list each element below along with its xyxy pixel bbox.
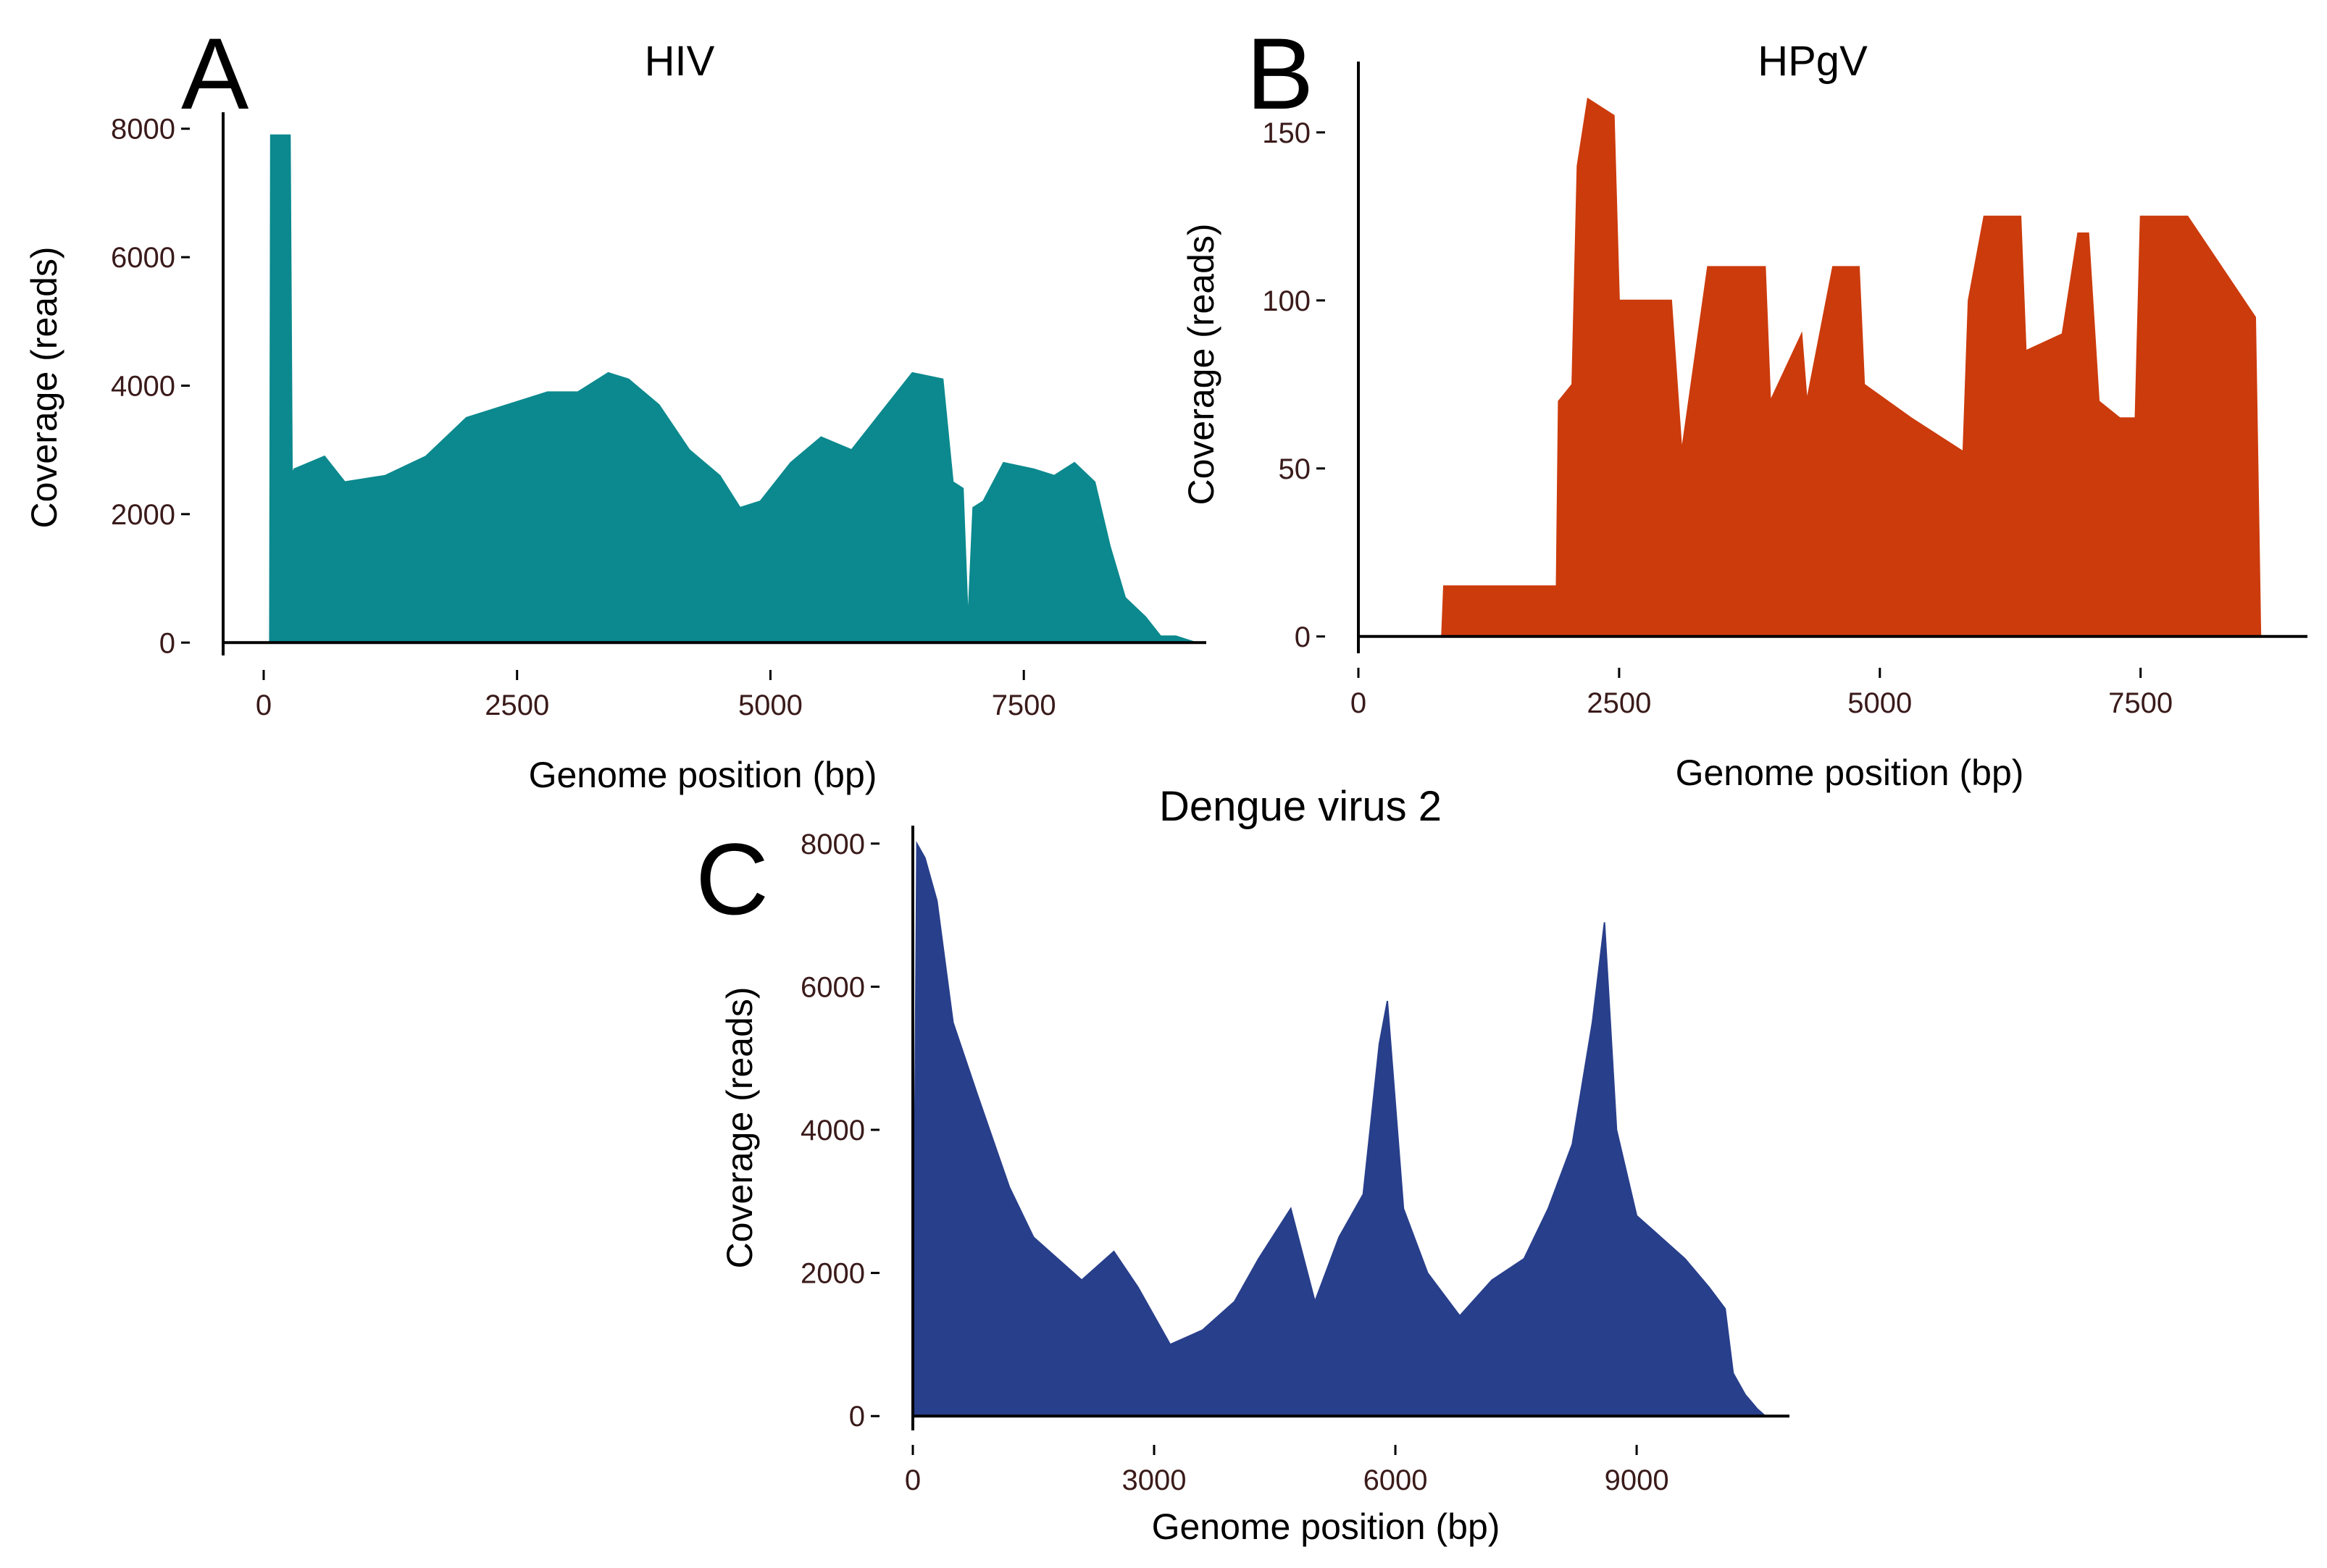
y-tick-label-hpgv: 150	[1262, 117, 1311, 149]
x-tick-label-hpgv: 7500	[2108, 687, 2173, 719]
y-axis-label-hpgv: Coverage (reads)	[1181, 223, 1221, 505]
x-tick-label-dengue: 3000	[1122, 1464, 1187, 1496]
y-tick-label-hpgv: 0	[1295, 621, 1311, 653]
y-axis-label-hiv: Coverage (reads)	[24, 246, 64, 528]
chart-title-dengue: Dengue virus 2	[1159, 783, 1442, 830]
x-tick-label-dengue: 6000	[1363, 1464, 1428, 1496]
x-tick-label-hpgv: 5000	[1847, 687, 1912, 719]
y-tick-label-dengue: 6000	[801, 971, 865, 1003]
plot-area-hpgv: 0 50 100 150 0 2500 5000 7500	[1262, 62, 2307, 719]
panel-letter-a: A	[181, 17, 249, 130]
y-tick-label-hiv: 8000	[111, 114, 175, 146]
panel-letter-c: C	[695, 822, 769, 936]
chart-title-hpgv: HPgV	[1758, 38, 1868, 85]
x-tick-label-hiv: 5000	[738, 689, 803, 721]
y-tick-label-dengue: 2000	[801, 1258, 865, 1290]
plot-area-dengue: 0 2000 4000 6000 8000 0 3000 6000 9000	[801, 826, 1789, 1496]
y-tick-label-dengue: 0	[849, 1401, 865, 1433]
panel-c: C Dengue virus 2 0 2000 4000 6000 8000 0 3000 6…	[695, 783, 1789, 1547]
x-tick-label-hiv: 7500	[992, 689, 1056, 721]
y-tick-label-hpgv: 100	[1262, 285, 1311, 317]
panel-a: A HIV 0 2000 4000 6000 8000 0 2500 5000 7500 Gen…	[24, 17, 1206, 795]
x-tick-label-hpgv: 0	[1350, 687, 1366, 719]
coverage-area-hiv	[264, 134, 1197, 644]
x-tick-label-hiv: 0	[256, 689, 272, 721]
y-axis-label-dengue: Coverage (reads)	[719, 986, 760, 1268]
x-axis-label-dengue: Genome position (bp)	[1152, 1506, 1500, 1547]
y-tick-label-hiv: 4000	[111, 371, 175, 403]
x-tick-label-hpgv: 2500	[1587, 687, 1651, 719]
x-tick-label-dengue: 0	[905, 1464, 921, 1496]
coverage-area-hpgv	[1358, 97, 2262, 637]
coverage-area-dengue	[911, 841, 1768, 1417]
x-axis-label-hpgv: Genome position (bp)	[1676, 752, 2024, 793]
x-tick-label-hiv: 2500	[485, 689, 549, 721]
panel-b: B HPgV 0 50 100 150 0 2500 5000 7500 Genome pos…	[1181, 17, 2307, 793]
y-tick-label-hpgv: 50	[1279, 453, 1311, 485]
plot-area-hiv: 0 2000 4000 6000 8000 0 2500 5000 7500	[111, 112, 1206, 721]
y-tick-label-hiv: 6000	[111, 242, 175, 274]
x-axis-label-hiv: Genome position (bp)	[529, 755, 877, 795]
y-tick-label-hiv: 0	[159, 627, 175, 659]
x-tick-label-dengue: 9000	[1605, 1464, 1669, 1496]
y-tick-label-dengue: 8000	[801, 829, 865, 860]
chart-title-hiv: HIV	[645, 38, 715, 85]
y-tick-label-dengue: 4000	[801, 1115, 865, 1146]
panel-letter-b: B	[1246, 17, 1313, 130]
y-tick-label-hiv: 2000	[111, 499, 175, 531]
